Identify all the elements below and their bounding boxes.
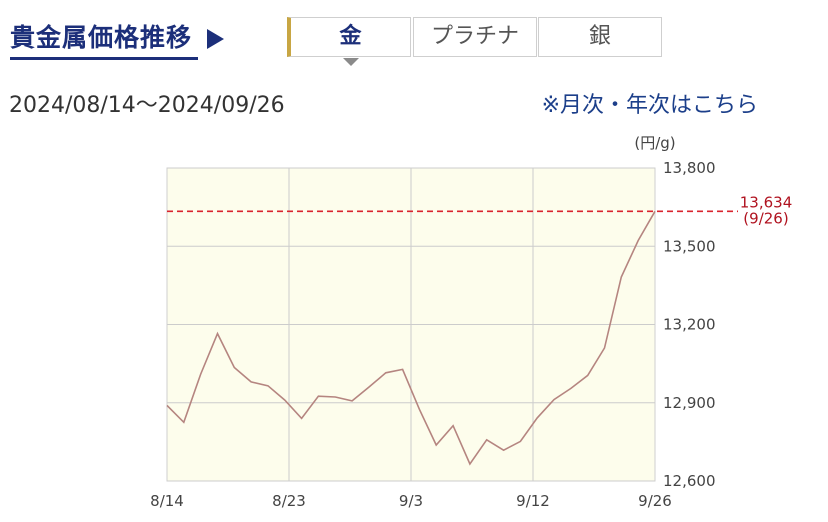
x-tick-label: 9/3	[399, 492, 423, 510]
y-tick-label: 13,500	[663, 237, 716, 255]
triangle-right-icon	[207, 29, 224, 49]
tab-silver[interactable]: 銀	[538, 17, 662, 57]
y-tick-label: 12,900	[663, 394, 716, 412]
tab-gold[interactable]: 金	[287, 17, 411, 57]
page-title: 貴金属価格推移	[10, 23, 193, 52]
x-tick-label: 8/23	[272, 492, 306, 510]
x-tick-label: 8/14	[150, 492, 184, 510]
x-ticks: 8/14 8/23 9/3 9/12 9/26	[150, 492, 672, 510]
tab-platinum[interactable]: プラチナ	[413, 17, 537, 57]
x-tick-label: 9/12	[516, 492, 550, 510]
x-tick-label: 9/26	[638, 492, 672, 510]
reference-value-label: 13,634	[740, 193, 793, 211]
reference-date-label: (9/26)	[743, 209, 788, 227]
y-tick-label: 12,600	[663, 472, 716, 490]
y-tick-label: 13,800	[663, 159, 716, 177]
date-range: 2024/08/14〜2024/09/26	[9, 93, 285, 118]
monthly-yearly-link[interactable]: ※月次・年次はこちら	[541, 93, 758, 118]
y-tick-label: 13,200	[663, 316, 716, 334]
y-ticks: 12,600 12,900 13,200 13,500 13,800	[663, 159, 716, 490]
grid	[167, 167, 655, 482]
price-chart: (円/g) 12,600 12,900 13,200 13,500 13,800 8/1…	[150, 134, 793, 510]
active-tab-pointer-icon	[343, 58, 359, 66]
title-underline	[10, 57, 198, 60]
y-unit-label: (円/g)	[634, 134, 675, 152]
series-line	[166, 210, 656, 466]
